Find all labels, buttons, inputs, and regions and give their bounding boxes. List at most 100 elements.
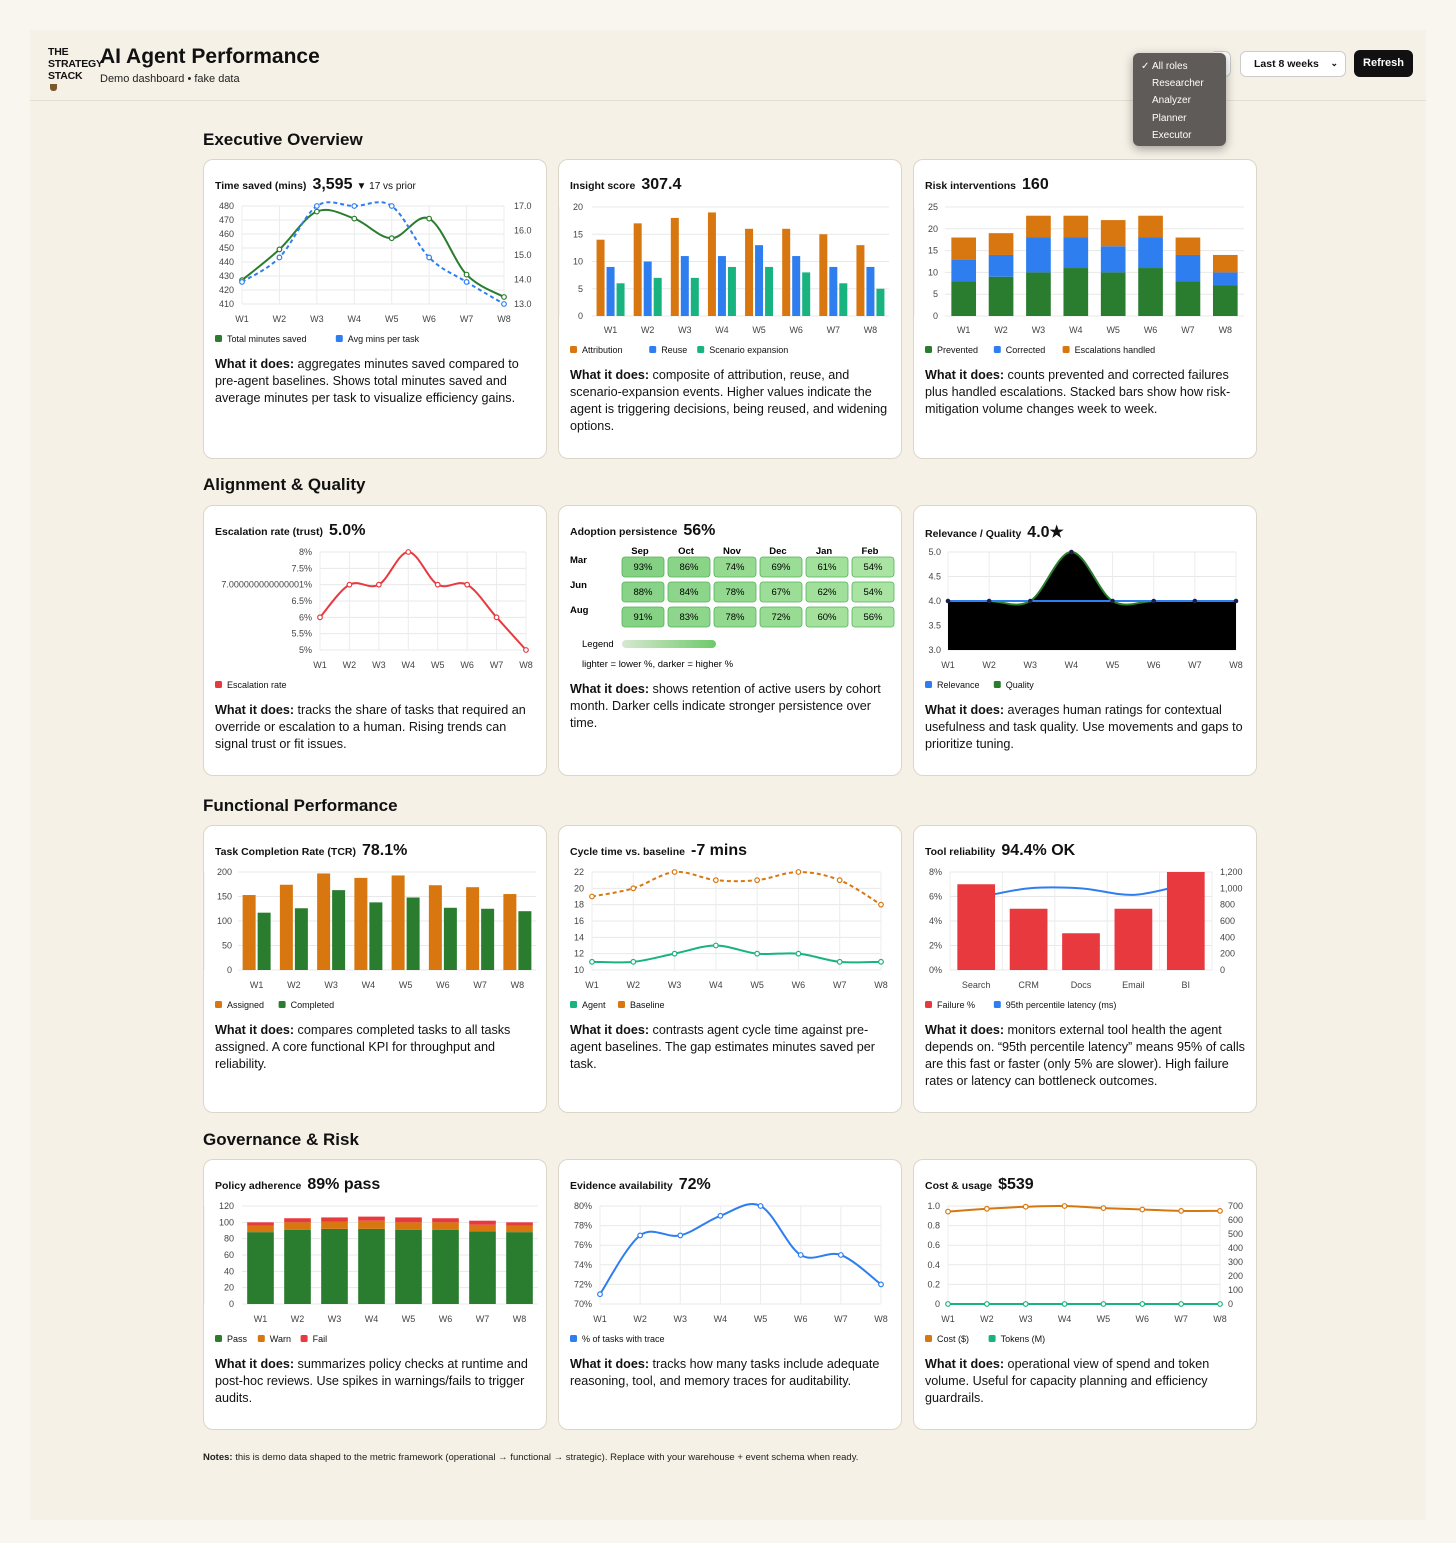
heatmap-column-label: Oct [678, 546, 695, 557]
escalation-point [493, 614, 500, 621]
refresh-button[interactable]: Refresh [1354, 50, 1413, 77]
y-tick-label: 17.0 [514, 201, 532, 211]
legend-label: Failure % [937, 1000, 975, 1010]
x-tick-label: W3 [324, 980, 338, 990]
x-tick-label: W2 [994, 325, 1008, 335]
failure-bar [1009, 908, 1048, 970]
x-tick-label: W7 [1174, 1314, 1188, 1324]
x-tick-label: W3 [372, 660, 386, 670]
y-tick-label: 5.0 [928, 547, 941, 557]
x-tick-label: W6 [439, 1314, 453, 1324]
escalation-point [523, 647, 529, 653]
failure-bar [1062, 933, 1100, 970]
bar-assigned [354, 877, 368, 970]
y-tick-label: 100 [1228, 1285, 1243, 1295]
bar-attribution [670, 217, 679, 316]
baseline-point [795, 869, 802, 875]
x-tick-label: W6 [1136, 1314, 1150, 1324]
heatmap-cell-value: 78% [725, 612, 745, 623]
risk-interventions-chart: 0 5 10 15 20 25 W1 W2 W3 W4 W5 W6 W7 W8 Prevented Corre… [914, 202, 1244, 355]
legend-label: Total minutes saved [227, 334, 307, 344]
insight-score-chart: 0 5 10 15 20 W1 W2 W3 W4 W5 W6 W7 W8 Attribution Reuse… [559, 202, 889, 355]
role-dropdown-menu[interactable]: ✓ All roles Researcher Analyzer Planner E… [1133, 53, 1226, 146]
y-tick-label: 600 [1220, 916, 1235, 926]
y-tick-label: 4.5 [928, 572, 941, 582]
trace-point [837, 1252, 844, 1258]
heatmap-cell-value: 61% [817, 562, 837, 573]
role-option-all[interactable]: ✓ All roles [1141, 58, 1226, 75]
legend-swatch [618, 1001, 625, 1008]
x-tick-label: W5 [750, 980, 764, 990]
heatmap-cell [713, 556, 757, 578]
baseline-point [589, 893, 595, 900]
bar-scenario-expansion [616, 283, 625, 316]
stack-fail [358, 1216, 385, 1221]
total-minutes-point [463, 271, 470, 278]
tokens-point [983, 1301, 990, 1307]
x-tick-label: W4 [362, 980, 376, 990]
heatmap-cell-value: 69% [771, 562, 791, 573]
y-tick-label: 72% [574, 1279, 592, 1289]
bar-scenario-expansion [876, 288, 885, 316]
stack-fail [247, 1222, 274, 1226]
x-tick-label: Email [1122, 980, 1145, 990]
tokens-point [1100, 1301, 1107, 1307]
y-tick-label: 5.5% [291, 629, 312, 639]
heatmap-cell [621, 556, 665, 578]
heatmap-cell-value: 91% [633, 612, 653, 623]
legend-label: Scenario expansion [709, 345, 788, 355]
stack-fail [469, 1220, 496, 1225]
legend-label: Relevance [937, 680, 980, 690]
y-tick-label: 16.0 [514, 226, 532, 236]
card-adoption-persistence: Adoption persistence 56% Sep Oct Nov Dec Jan F… [558, 505, 902, 776]
bar-attribution [745, 228, 754, 316]
y-tick-label: 410 [219, 299, 234, 309]
role-option-planner[interactable]: Planner [1152, 112, 1187, 124]
y-tick-label: 15.0 [514, 250, 532, 260]
y-tick-label: 20 [574, 883, 584, 893]
bar-completed [257, 912, 271, 970]
stack-prevented [988, 276, 1014, 316]
legend-swatch [925, 346, 932, 353]
legend-label: Completed [291, 1000, 335, 1010]
heatmap-cell-value: 84% [679, 587, 699, 598]
x-tick-label: W3 [674, 1314, 688, 1324]
x-tick-label: W5 [385, 314, 399, 324]
x-tick-label: W4 [365, 1314, 379, 1324]
heatmap-cell [621, 581, 665, 603]
role-option-researcher[interactable]: Researcher [1152, 78, 1204, 90]
baseline-point [630, 885, 637, 892]
agent-point [630, 958, 637, 965]
legend-swatch [649, 346, 657, 353]
avg-mins-point [501, 301, 507, 307]
kpi-value: $539 [998, 1176, 1034, 1193]
role-option-analyzer[interactable]: Analyzer [1152, 95, 1191, 107]
stack-warn [358, 1220, 385, 1229]
x-tick-label: W7 [834, 1314, 848, 1324]
baseline-point [878, 901, 884, 908]
stack-fail [321, 1217, 348, 1222]
x-tick-label: W8 [1219, 325, 1233, 335]
trace-point [797, 1252, 804, 1258]
legend-swatch [1062, 346, 1070, 353]
y-tick-label: 0.6 [927, 1240, 940, 1250]
y-tick-label: 430 [219, 271, 234, 281]
legend-label: Assigned [227, 1000, 264, 1010]
bar-attribution [596, 239, 605, 316]
period-select[interactable]: Last 8 weeks ⌄ [1240, 51, 1346, 77]
y-tick-label: 3.5 [928, 621, 941, 631]
role-option-executor[interactable]: Executor [1152, 129, 1192, 141]
avg-mins-line [241, 201, 505, 305]
y-tick-label: 1,000 [1220, 883, 1243, 893]
stack-corrected [988, 254, 1014, 277]
x-tick-label: W7 [1188, 660, 1202, 670]
heatmap-column-label: Nov [723, 546, 742, 557]
card-description: What it does: monitors external tool hea… [925, 1023, 1245, 1088]
y-tick-label: 80% [574, 1201, 592, 1211]
x-tick-label: W1 [957, 325, 971, 335]
card-policy-adherence: Policy adherence 89% pass 0 20 40 60 80 100 120… [203, 1159, 547, 1430]
stack-corrected [951, 259, 977, 282]
cycle-time-chart: 10 12 14 16 18 20 22 W1 W2 W3 W4 W5 W6 W7 W8 Agent Basel… [570, 867, 888, 1010]
y-tick-label: 5 [578, 284, 583, 294]
bar-assigned [279, 884, 293, 970]
